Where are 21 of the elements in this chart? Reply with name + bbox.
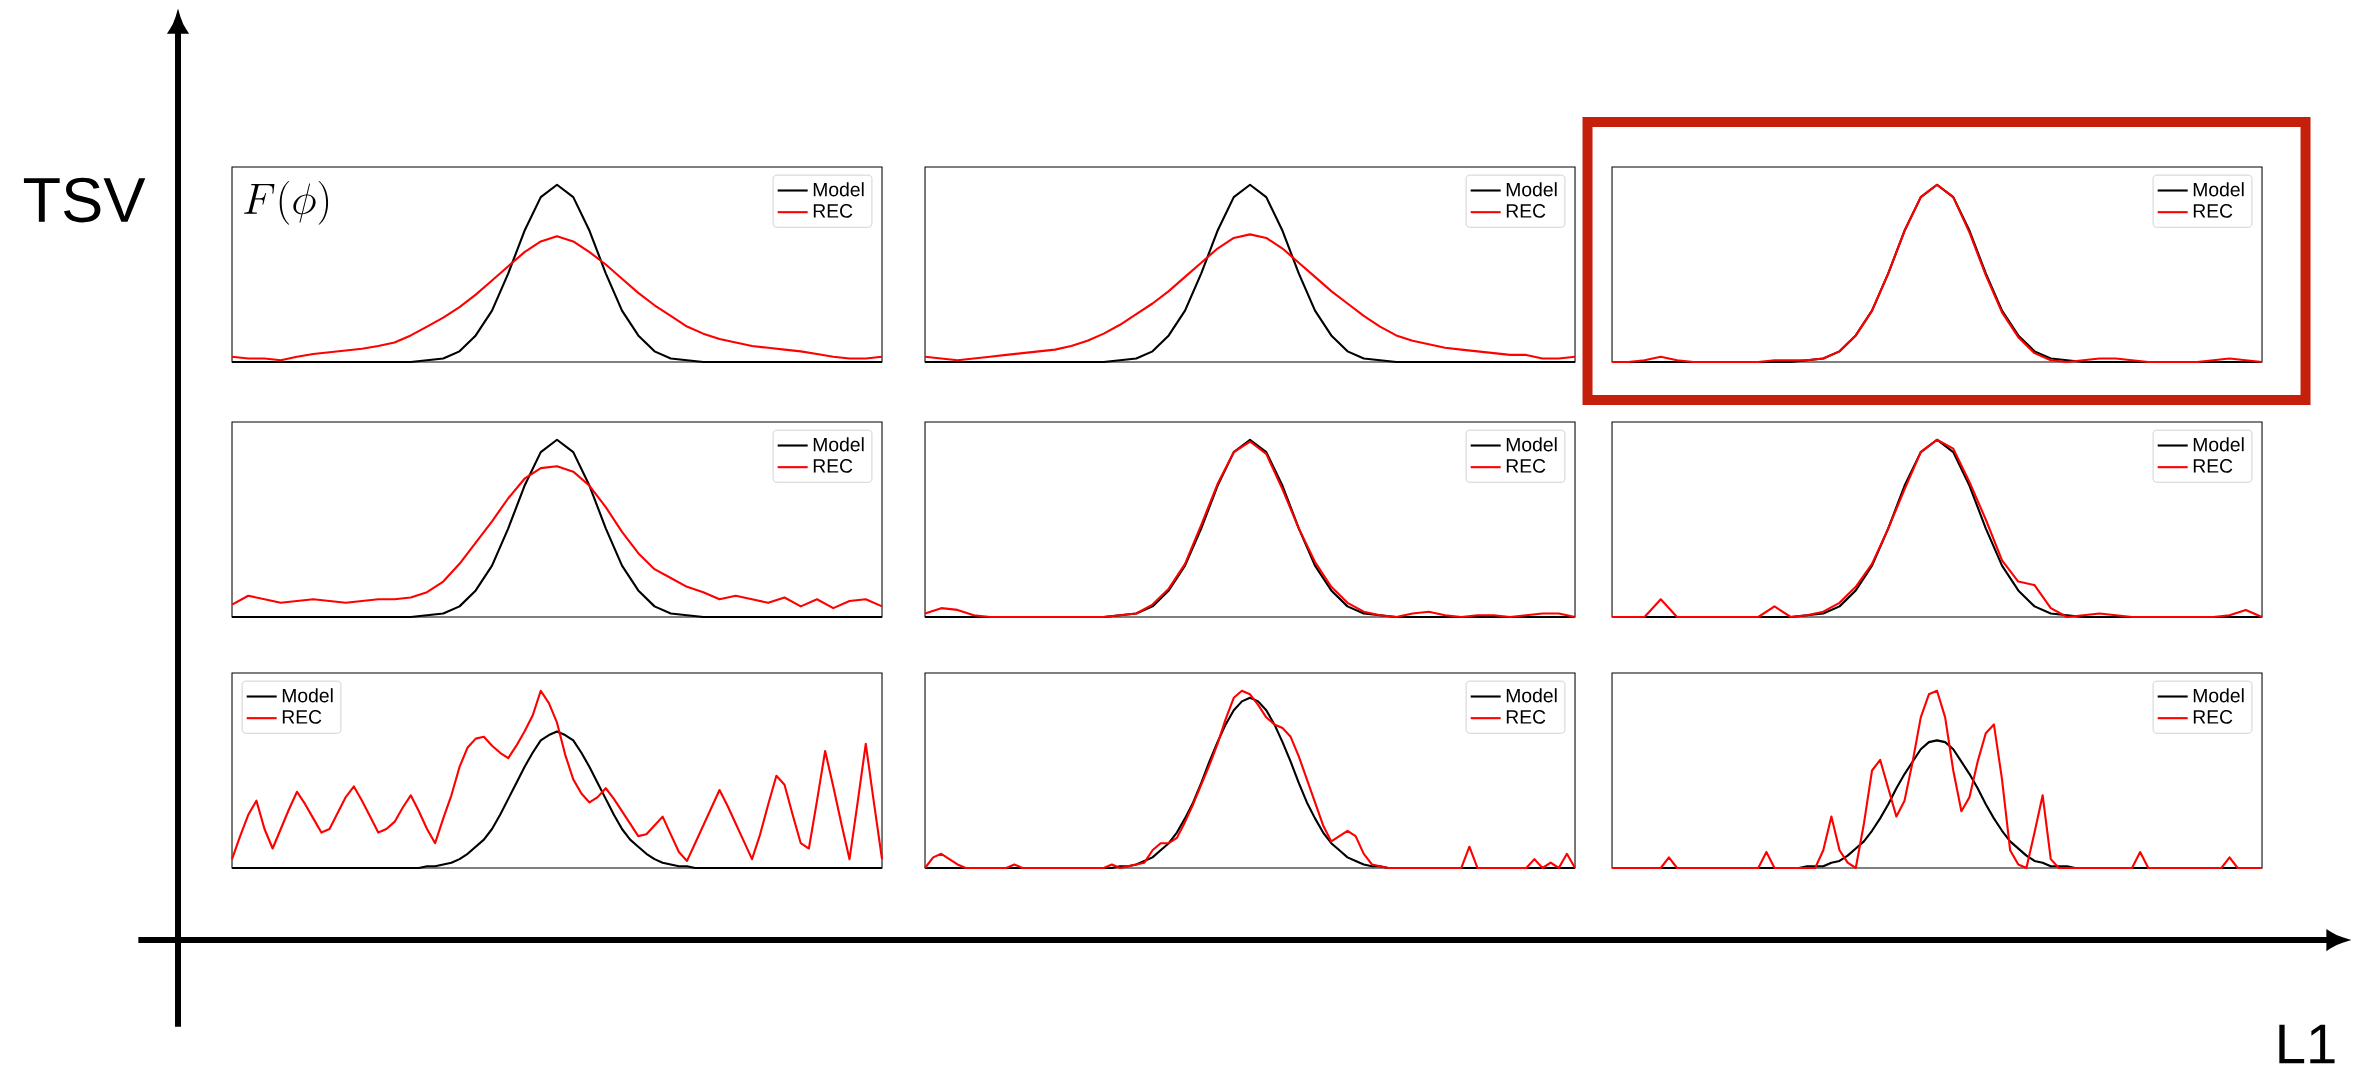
legend-label: REC bbox=[1506, 204, 1546, 218]
legend-label: Model bbox=[2193, 182, 2244, 197]
legend-label: Model bbox=[1506, 688, 1557, 703]
legend-label: Model bbox=[2193, 688, 2244, 703]
legend-label: Model bbox=[282, 688, 333, 703]
legend-label: Model bbox=[1506, 182, 1557, 197]
legend-label: REC bbox=[282, 710, 322, 724]
legend-label: REC bbox=[813, 459, 853, 473]
legend-label: REC bbox=[1506, 710, 1546, 724]
legend-label: Model bbox=[2193, 437, 2244, 452]
legend-label: Model bbox=[813, 437, 864, 452]
legend-label: Model bbox=[813, 182, 864, 197]
legend-label: REC bbox=[1506, 459, 1546, 473]
text: L1 bbox=[2279, 1024, 2335, 1064]
legend-label: REC bbox=[2193, 710, 2233, 724]
legend-label: REC bbox=[2193, 459, 2233, 473]
legend-label: REC bbox=[813, 204, 853, 218]
legend-label: REC bbox=[2193, 204, 2233, 218]
legend-label: Model bbox=[1506, 437, 1557, 452]
text: TSV bbox=[23, 177, 146, 223]
annotation: $F(\phi)$ bbox=[244, 181, 329, 225]
